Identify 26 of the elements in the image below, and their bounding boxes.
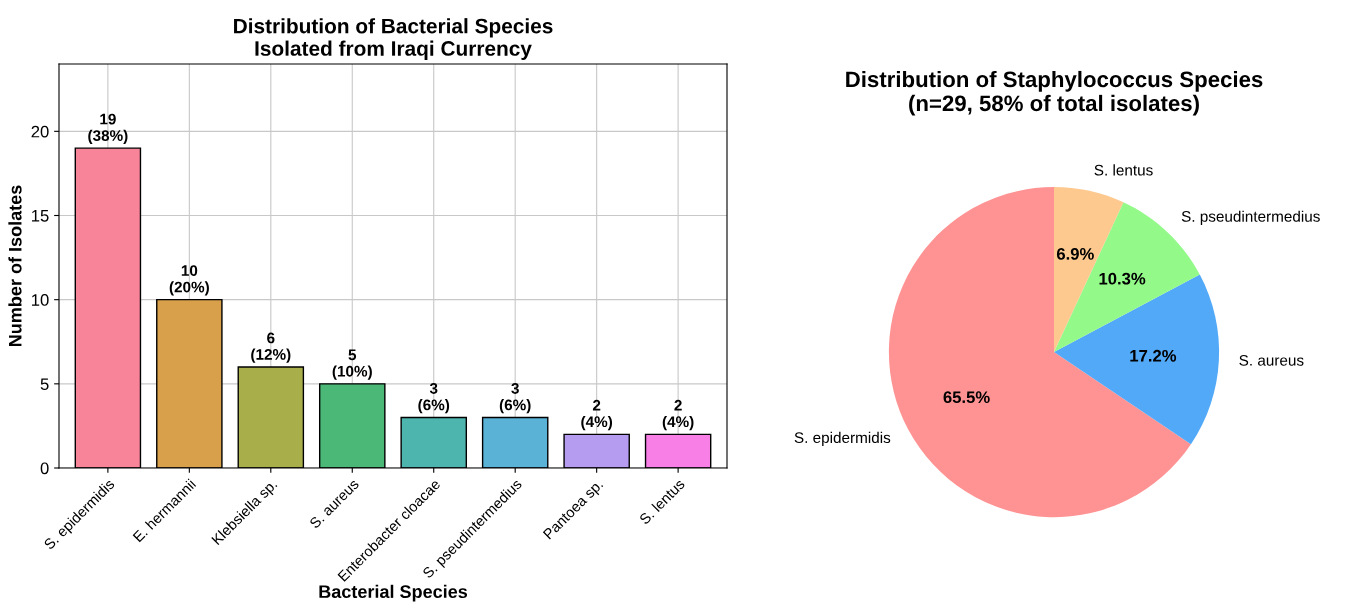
data-label: 6.9%	[1056, 247, 1094, 260]
y-tick-label: 0	[40, 462, 49, 475]
data-label: 65.5%	[943, 391, 990, 404]
data-label: 2 (4%)	[581, 399, 613, 431]
chart-title: Distribution of Staphylococcus Species (n=29, 58% of total isolates)	[846, 70, 1263, 116]
slice-label: S. epidermidis	[794, 431, 891, 447]
y-tick-label: 10	[32, 294, 49, 306]
data-label: 3 (6%)	[499, 383, 531, 414]
data-label: 2 (4%)	[662, 399, 694, 431]
y-tick-label: 15	[32, 210, 49, 222]
y-tick-label: 5	[40, 378, 49, 391]
data-label: 5 (10%)	[332, 349, 372, 380]
data-label: 19 (38%)	[88, 113, 128, 144]
data-label: 3 (6%)	[418, 383, 450, 414]
pie-slice	[1054, 274, 1220, 445]
data-label: 6 (12%)	[251, 332, 291, 363]
data-label: 10 (20%)	[169, 265, 209, 296]
x-axis-title: Bacterial Species	[319, 584, 468, 602]
data-label: 10.3%	[1099, 272, 1146, 285]
data-label: 17.2%	[1130, 349, 1177, 362]
slice-label: S. lentus	[1094, 164, 1153, 176]
chart-title: Distribution of Bacterial Species Isolated from Iraqi Currency	[234, 18, 553, 60]
slice-label: S. pseudintermedius	[1181, 210, 1320, 225]
slice-label: S. aureus	[1239, 354, 1304, 366]
y-axis-title: Number of Isolates	[8, 185, 22, 347]
y-tick-label: 20	[31, 125, 49, 138]
